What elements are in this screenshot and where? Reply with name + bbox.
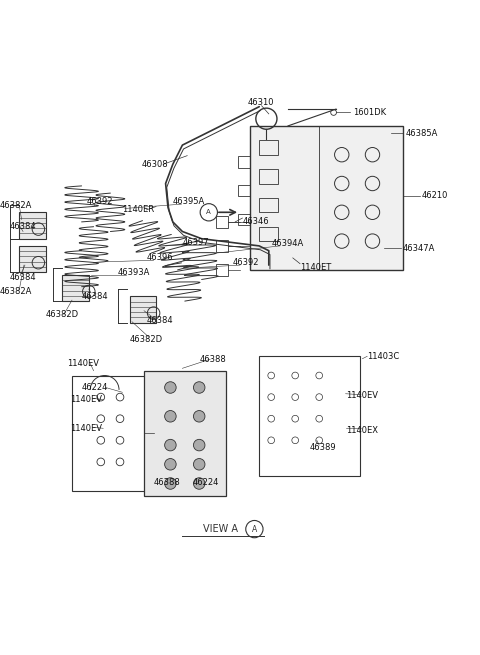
Text: 1140EV: 1140EV [70,424,102,433]
Text: 46388: 46388 [154,477,180,487]
Bar [62,274,89,301]
Text: 46382A: 46382A [0,287,32,296]
Text: 46310: 46310 [247,98,274,107]
Text: 46392: 46392 [233,258,259,267]
Bar [259,227,278,241]
Text: 46346: 46346 [242,217,269,227]
Circle shape [193,440,205,451]
Text: 1140EX: 1140EX [346,426,378,435]
Text: 1140EV: 1140EV [346,391,378,400]
Text: A: A [206,210,211,215]
Circle shape [165,458,176,470]
Circle shape [165,440,176,451]
Text: 46396: 46396 [146,253,173,263]
Text: 46388: 46388 [199,354,226,364]
Bar [238,214,250,225]
Text: 46397: 46397 [182,238,209,246]
Text: 46385A: 46385A [406,128,438,138]
Text: 46395A: 46395A [173,197,205,206]
Text: 11403C: 11403C [367,352,399,361]
Circle shape [193,411,205,422]
Circle shape [165,477,176,489]
Text: 46224: 46224 [82,383,108,392]
Bar [144,371,226,495]
Bar [259,356,360,476]
Text: 1140ET: 1140ET [300,263,331,272]
Text: 46392: 46392 [86,197,113,206]
Bar [130,296,156,323]
Circle shape [193,382,205,393]
Bar [259,198,278,212]
Bar [216,216,228,228]
Text: 1140EV: 1140EV [67,359,99,368]
Text: 1140EV: 1140EV [70,395,102,404]
Bar [259,140,278,155]
Circle shape [165,382,176,393]
Text: 46382D: 46382D [130,335,163,344]
Text: 46382A: 46382A [0,200,32,210]
Bar [216,240,228,252]
Text: 46210: 46210 [421,191,448,200]
Bar [238,156,250,168]
Bar [72,375,154,491]
Text: 46224: 46224 [192,477,218,487]
Text: 46384: 46384 [10,272,36,282]
Text: A: A [252,525,257,534]
Text: 46384: 46384 [146,316,173,325]
Text: 46308: 46308 [142,160,168,169]
Text: 1140ER: 1140ER [122,206,155,214]
Circle shape [193,477,205,489]
Text: 1601DK: 1601DK [353,108,386,117]
Text: 46347A: 46347A [402,244,434,253]
Bar [216,264,228,276]
Bar [19,212,46,238]
Text: 46382D: 46382D [46,310,79,319]
Text: 46394A: 46394A [271,239,303,248]
Bar [259,169,278,183]
Circle shape [193,458,205,470]
Bar [238,185,250,196]
Text: 46393A: 46393A [118,268,150,277]
Bar [250,126,403,270]
Circle shape [165,411,176,422]
Bar [19,246,46,272]
Text: VIEW A: VIEW A [204,524,238,534]
Text: 46389: 46389 [310,443,336,452]
Text: 46384: 46384 [82,291,108,301]
Text: 46384: 46384 [10,222,36,231]
